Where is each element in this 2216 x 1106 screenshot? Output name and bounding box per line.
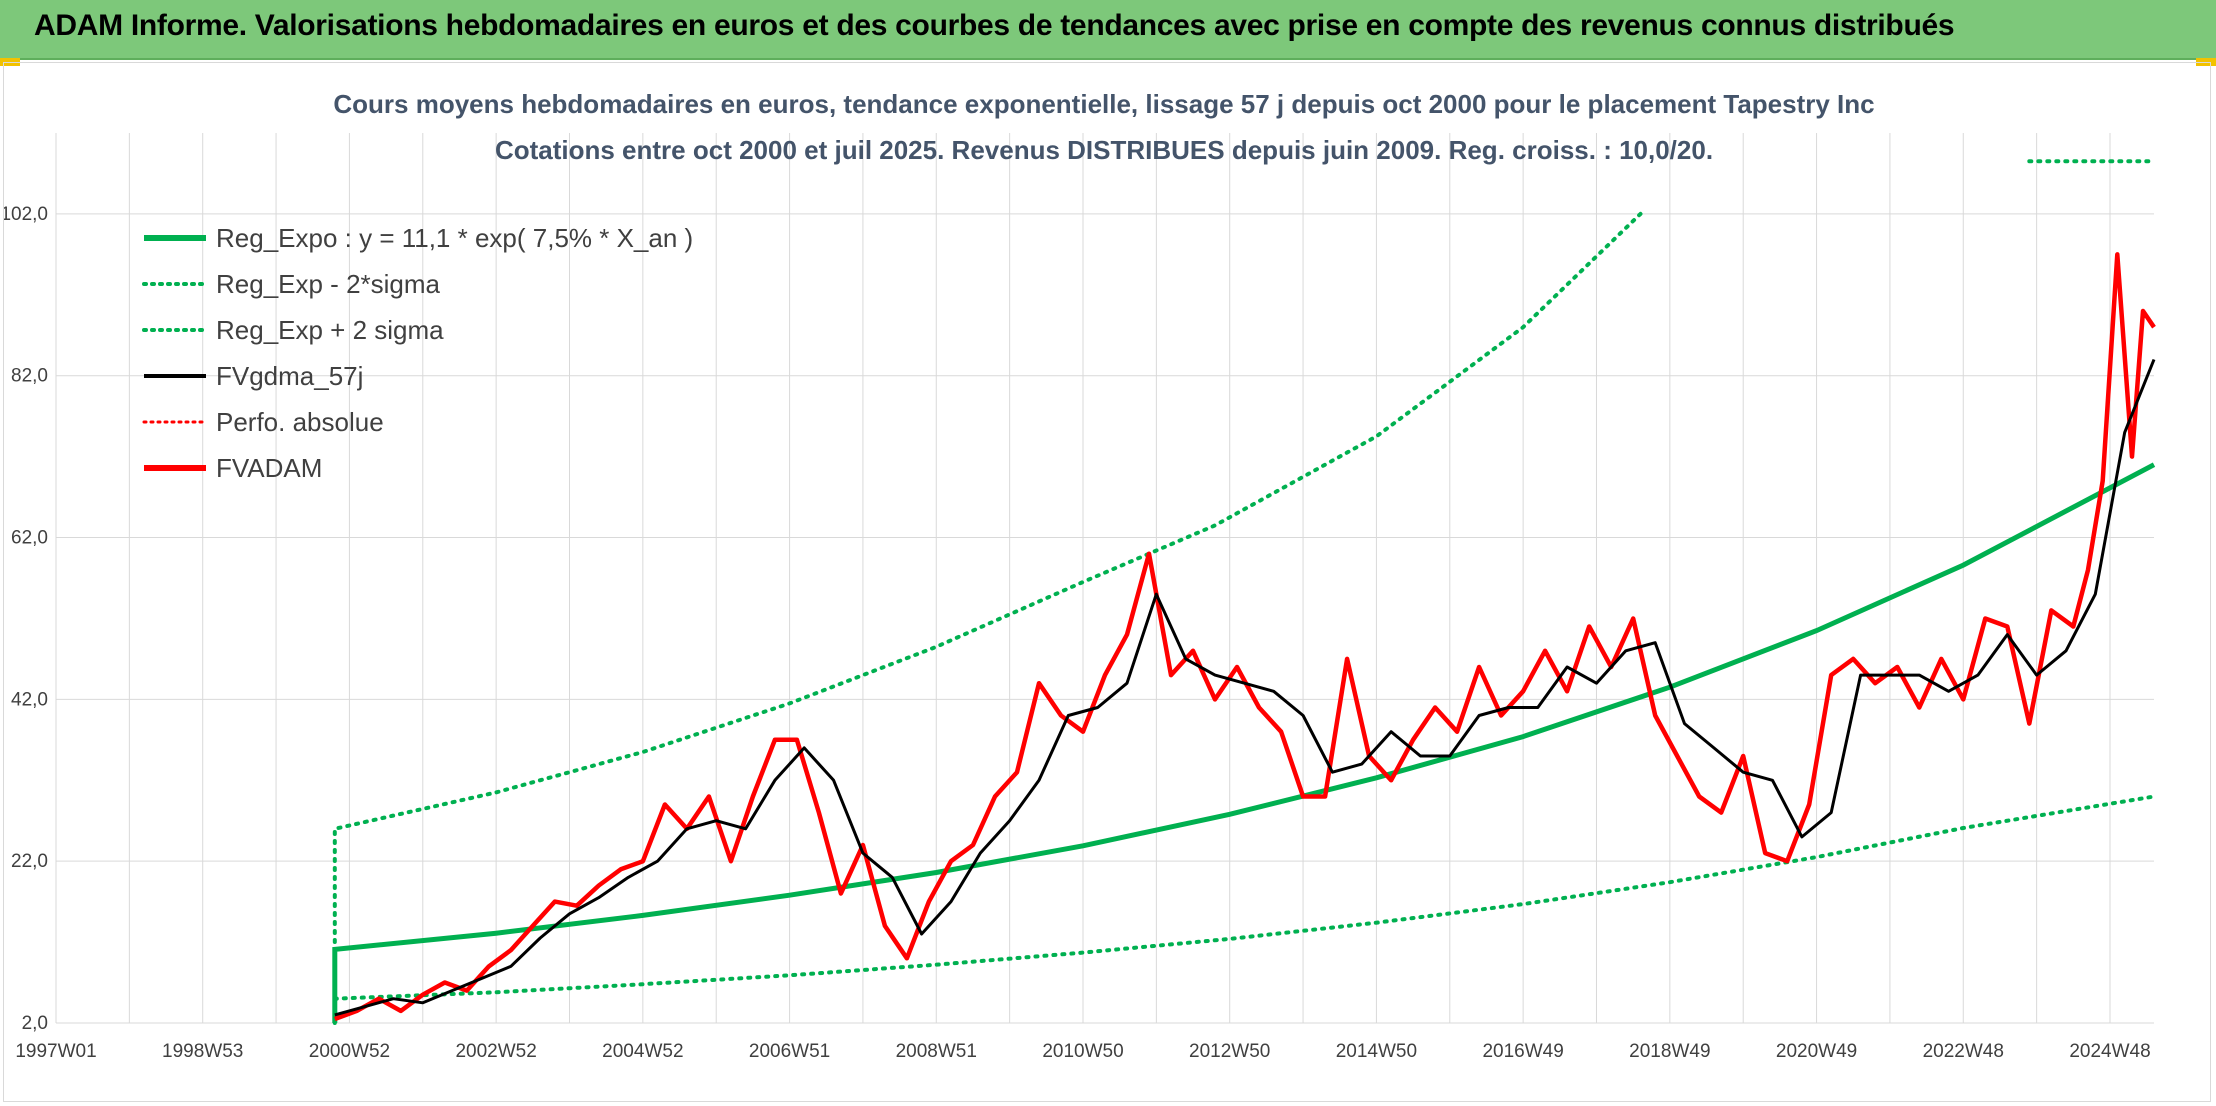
banner: ADAM Informe. Valorisations hebdomadaire… [0, 0, 2216, 60]
x-tick-label: 2016W49 [1482, 1041, 1563, 1062]
series-line-dotted-green [332, 211, 1643, 1025]
x-tick-label: 2020W49 [1776, 1041, 1857, 1062]
chart-title: Cours moyens hebdomadaires en euros, ten… [333, 89, 1874, 119]
x-tick-label: 2000W52 [309, 1041, 390, 1062]
x-tick-label: 1997W01 [15, 1041, 96, 1062]
x-tick-label: 2008W51 [896, 1041, 977, 1062]
tick-labels: 2,0 22,0 42,0 62,0 82,0 102,0 1997W01 1998W53 20… [4, 204, 2151, 1062]
x-tick-label: 2014W50 [1336, 1041, 1417, 1062]
x-tick-label: 2010W50 [1042, 1041, 1123, 1062]
x-tick-label: 2024W48 [2069, 1041, 2150, 1062]
legend-label-reg-exp-plus: Reg_Exp + 2 sigma [216, 315, 444, 345]
y-tick-label: 22,0 [11, 851, 48, 872]
y-tick-label: 82,0 [11, 366, 48, 387]
y-tick-label: 42,0 [11, 689, 48, 710]
series-line-solid-thick-red [334, 252, 2156, 1022]
chart-svg: 2,0 22,0 42,0 62,0 82,0 102,0 1997W01 1998W53 20… [4, 89, 2156, 1062]
x-tick-label: 2004W52 [602, 1041, 683, 1062]
grid [55, 133, 2154, 1024]
series-line-solid-black [334, 358, 2156, 1017]
legend: Reg_Expo : y = 11,1 * exp( 7,5% * X_an )… [142, 223, 693, 483]
x-tick-label: 2006W51 [749, 1041, 830, 1062]
x-tick-label: 2012W50 [1189, 1041, 1270, 1062]
series-line-solid-thick-green [332, 462, 2156, 1023]
legend-label-fvgdma: FVgdma_57j [216, 361, 363, 391]
series-group [332, 159, 2156, 1025]
y-tick-label: 102,0 [4, 204, 48, 225]
banner-title: ADAM Informe. Valorisations hebdomadaire… [34, 9, 1955, 42]
x-tick-label: 1998W53 [162, 1041, 243, 1062]
legend-label-fvadam: FVADAM [216, 453, 322, 483]
chart-area: 2,0 22,0 42,0 62,0 82,0 102,0 1997W01 1998W53 20… [3, 62, 2211, 1102]
x-tick-label: 2022W48 [1923, 1041, 2004, 1062]
chart-subtitle: Cotations entre oct 2000 et juil 2025. R… [495, 135, 1713, 165]
series-line-dotted-green [332, 794, 2156, 1001]
y-tick-label: 62,0 [11, 528, 48, 549]
legend-label-reg-exp-minus: Reg_Exp - 2*sigma [216, 269, 441, 299]
legend-label-perfo: Perfo. absolue [216, 407, 384, 437]
legend-label-reg-expo: Reg_Expo : y = 11,1 * exp( 7,5% * X_an ) [216, 223, 693, 253]
x-tick-label: 2002W52 [455, 1041, 536, 1062]
y-tick-label: 2,0 [22, 1013, 48, 1034]
x-tick-label: 2018W49 [1629, 1041, 1710, 1062]
